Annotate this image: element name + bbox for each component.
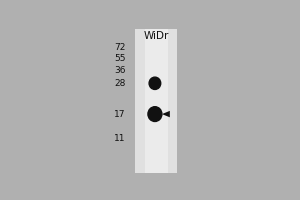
Text: 28: 28 (115, 79, 126, 88)
Bar (135, 29, 177, 173)
Text: 17: 17 (114, 110, 126, 119)
Bar (145, 29, 168, 173)
Text: 11: 11 (114, 134, 126, 143)
Text: 55: 55 (114, 54, 126, 63)
Text: 72: 72 (115, 43, 126, 52)
Polygon shape (162, 111, 170, 117)
Text: 36: 36 (114, 66, 126, 75)
Text: WiDr: WiDr (143, 31, 169, 41)
Ellipse shape (148, 107, 162, 121)
Ellipse shape (149, 77, 161, 89)
